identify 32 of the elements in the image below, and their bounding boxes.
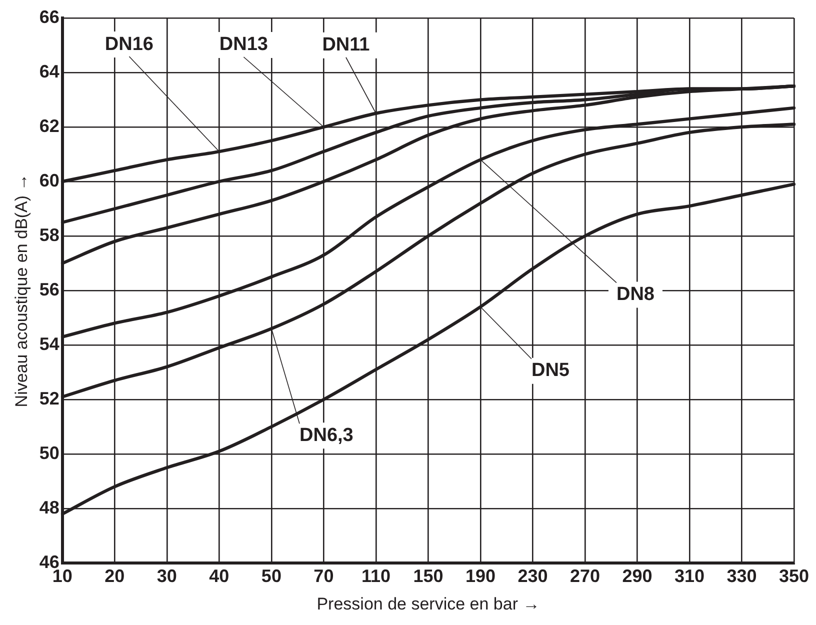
- y-tick-label: 60: [39, 170, 60, 190]
- annotation: DN13: [219, 34, 268, 56]
- y-tick-label: 52: [39, 388, 60, 408]
- x-tick-label: 350: [778, 566, 810, 586]
- x-tick-label: 190: [465, 566, 496, 586]
- x-tick-label: 110: [361, 566, 390, 586]
- y-tick-label: 54: [39, 334, 60, 354]
- x-tick-label: 290: [622, 566, 652, 586]
- annotation: DN6,3: [300, 424, 354, 446]
- annotation: DN5: [531, 360, 570, 382]
- y-tick-label: 50: [39, 442, 60, 463]
- x-tick-label: 270: [570, 566, 600, 586]
- x-axis-title: Pression de service en bar →: [316, 594, 540, 614]
- x-tick-label: 150: [413, 566, 444, 586]
- y-tick-label: 56: [39, 279, 60, 300]
- y-tick-label: 48: [39, 497, 60, 518]
- x-tick-label: 50: [261, 566, 282, 586]
- x-tick-label: 310: [674, 566, 705, 586]
- x-tick-label: 20: [104, 566, 125, 586]
- annotation: DN16: [104, 34, 154, 55]
- y-axis-title: Niveau acoustique en dB(A) →: [12, 174, 31, 408]
- y-tick-label: 62: [39, 116, 60, 136]
- annotation: DN8: [616, 284, 654, 305]
- x-tick-label: 330: [726, 566, 757, 586]
- x-tick-label: 230: [518, 566, 548, 586]
- annotation: DN11: [322, 34, 370, 56]
- x-tick-label: 40: [209, 566, 230, 586]
- y-tick-label: 58: [39, 224, 60, 245]
- x-tick-label: 70: [314, 566, 334, 586]
- x-tick-label: 30: [156, 566, 177, 586]
- y-tick-label: 66: [39, 6, 60, 27]
- y-tick-label: 64: [39, 61, 60, 82]
